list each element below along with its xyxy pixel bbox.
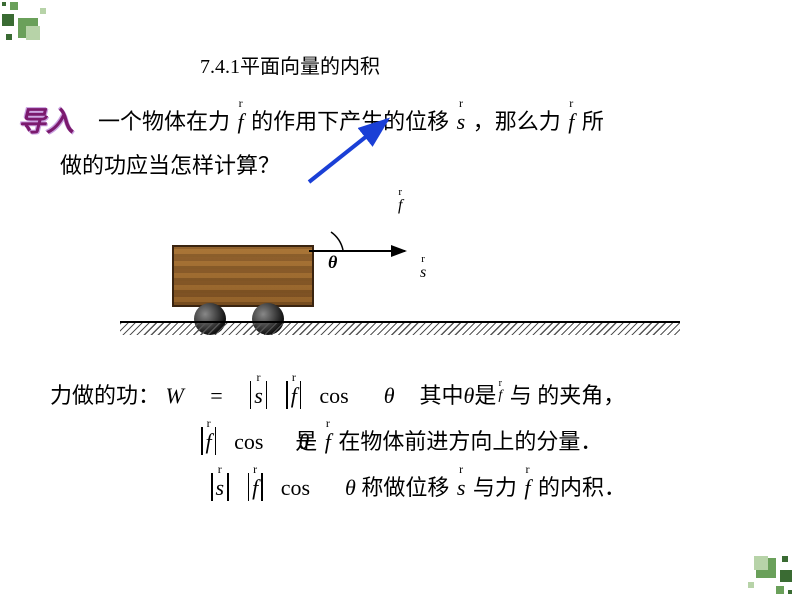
intro-label: 导入 <box>18 100 74 140</box>
vector-f-small: rf <box>496 388 504 404</box>
text-1d: 所 <box>582 109 604 134</box>
equals: = <box>209 383 224 408</box>
formula-line-1: 力做的功： W = rs rf cos θ 其中θ是rf 与 的夹角， <box>50 378 770 410</box>
vector-f: rf <box>522 475 532 501</box>
cos: cos <box>319 383 348 408</box>
vector-s: rs <box>455 475 468 501</box>
displacement-arrow-s <box>309 251 429 276</box>
vector-f: rf <box>289 383 299 409</box>
vector-f: rf <box>323 429 333 455</box>
theta: θ <box>345 475 356 500</box>
cos: cos <box>234 429 263 454</box>
vector-f: rf <box>250 475 260 501</box>
text-3b: 与力 <box>473 475 517 500</box>
vector-f: rf <box>566 109 576 135</box>
section-title: 7.4.1平面向量的内积 <box>200 50 380 79</box>
theta: θ <box>384 383 395 408</box>
corner-decoration-bottom-right <box>734 536 794 596</box>
W: W <box>166 383 184 408</box>
text-1c: ，那么力 <box>473 109 561 134</box>
vector-label-f: rf <box>398 197 402 215</box>
physics-diagram: θ rf rs <box>120 185 680 335</box>
vector-label-s: rs <box>420 264 426 282</box>
vector-s: rs <box>214 475 227 501</box>
cos: cos <box>281 475 310 500</box>
text-mid1b: 是 <box>474 383 496 408</box>
text-mid1c: 与 的夹角， <box>510 383 626 408</box>
text-mid1a: 其中 <box>420 383 464 408</box>
text-2b: 在物体前进方向上的分量． <box>338 429 602 454</box>
prefix: 力做的功： <box>50 383 160 408</box>
theta-label: θ <box>328 252 337 273</box>
text-1a: 一个物体在力 <box>98 109 230 134</box>
text-2a: 是 <box>295 429 317 454</box>
vector-s: rs <box>252 383 265 409</box>
text-3a: 称做位移 <box>361 475 449 500</box>
formula-line-2: rf cos θ是 rf 在物体前进方向上的分量． <box>200 424 760 456</box>
theta: θ <box>464 383 475 408</box>
corner-decoration-top-left <box>0 0 60 60</box>
vector-f: rf <box>204 429 214 455</box>
ground-hatch <box>120 321 680 335</box>
body-line-2: 做的功应当怎样计算？ <box>60 148 280 180</box>
formula-line-3: rs rf cos θ 称做位移 rs 与力 rf 的内积． <box>210 470 770 502</box>
text-3c: 的内积． <box>538 475 626 500</box>
body-line-1: 一个物体在力 rf 的作用下产生的位移 rs ，那么力 rf 所 <box>98 104 778 136</box>
text-1b: 的作用下产生的位移 <box>251 109 449 134</box>
cart-box <box>172 245 314 307</box>
vector-f: rf <box>236 109 246 135</box>
vector-s: rs <box>455 109 468 135</box>
